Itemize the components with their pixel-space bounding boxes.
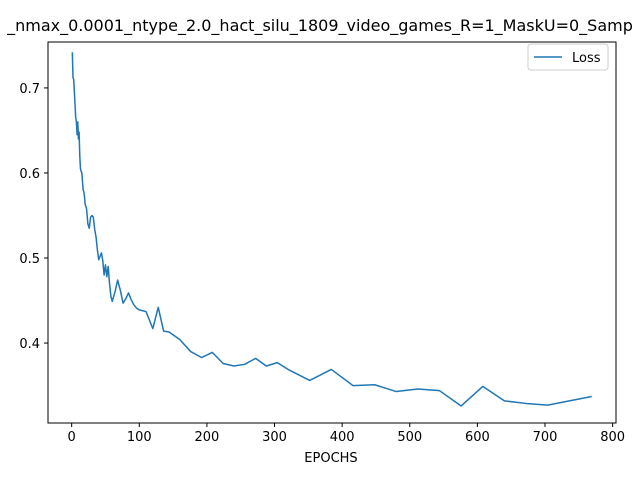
y-tick-label: 0.6 bbox=[19, 167, 40, 182]
x-tick-label: 700 bbox=[533, 430, 558, 445]
x-tick-label: 400 bbox=[330, 430, 355, 445]
legend-label-loss: Loss bbox=[572, 51, 601, 66]
series-layer bbox=[71, 52, 592, 407]
plot-frame bbox=[47, 41, 617, 424]
x-tick-label: 500 bbox=[397, 430, 422, 445]
x-tick-label: 600 bbox=[465, 430, 490, 445]
x-axis: 0 100 200 300 400 500 600 700 800 bbox=[68, 423, 625, 445]
x-tick-label: 0 bbox=[68, 430, 76, 445]
legend-box bbox=[527, 43, 609, 71]
x-tick-label: 100 bbox=[127, 430, 152, 445]
y-axis: 0.4 0.5 0.6 0.7 bbox=[19, 82, 48, 352]
x-tick-label: 300 bbox=[262, 430, 287, 445]
x-axis-label: EPOCHS bbox=[304, 451, 357, 466]
chart-title: _nmax_0.0001_ntype_2.0_hact_silu_1809_vi… bbox=[6, 16, 633, 36]
series-line-loss bbox=[71, 52, 592, 407]
x-tick-label: 800 bbox=[600, 430, 625, 445]
plot-area: 0 100 200 300 400 500 600 700 800 0.4 0.5 0.6 0.7 bbox=[19, 41, 625, 445]
x-tick-label: 200 bbox=[194, 430, 219, 445]
y-tick-label: 0.4 bbox=[19, 337, 40, 352]
y-tick-label: 0.7 bbox=[19, 82, 40, 97]
y-tick-label: 0.5 bbox=[19, 252, 40, 267]
legend: Loss bbox=[527, 43, 609, 71]
